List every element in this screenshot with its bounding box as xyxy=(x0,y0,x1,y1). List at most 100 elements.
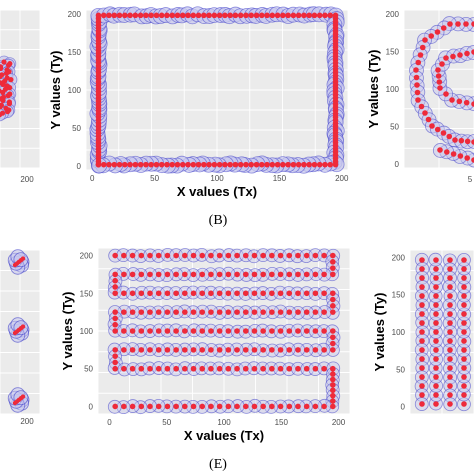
data-point xyxy=(182,365,188,372)
data-point xyxy=(321,309,327,315)
data-point xyxy=(269,328,275,334)
x-tick-label: 100 xyxy=(210,174,224,183)
data-point xyxy=(330,340,336,347)
data-point xyxy=(20,256,26,261)
data-point xyxy=(242,309,249,315)
data-point xyxy=(199,347,206,353)
panel-d: 200 xyxy=(0,249,41,426)
data-point xyxy=(242,328,249,334)
data-point xyxy=(433,257,439,263)
data-point xyxy=(182,252,188,259)
data-point xyxy=(330,334,336,341)
y-axis-title: Y values (Ty) xyxy=(60,292,75,371)
data-point xyxy=(138,403,145,410)
data-point xyxy=(164,161,170,168)
data-point xyxy=(164,365,171,372)
x-tick-label: 200 xyxy=(332,418,346,427)
data-point xyxy=(129,403,136,410)
data-point xyxy=(447,329,453,335)
data-point xyxy=(419,338,425,344)
data-point xyxy=(444,149,450,155)
data-point xyxy=(199,252,206,259)
x-tick-label: 100 xyxy=(217,418,231,427)
data-point xyxy=(112,347,118,353)
data-point xyxy=(237,12,244,19)
data-point xyxy=(158,161,165,168)
data-point xyxy=(330,290,336,297)
data-point xyxy=(208,365,214,372)
point-layer xyxy=(437,147,474,163)
data-point xyxy=(277,290,284,297)
data-point xyxy=(457,52,463,58)
data-point xyxy=(195,161,202,168)
data-point xyxy=(414,82,420,88)
y-tick-label: 0 xyxy=(401,403,406,412)
data-point xyxy=(112,252,118,259)
data-point xyxy=(143,12,149,19)
panel-b: 0 50 100 150 200 0 50 100 150 200 X values (Tx) Y v… xyxy=(48,6,349,199)
data-point xyxy=(253,161,260,168)
data-point xyxy=(457,153,464,159)
data-point xyxy=(234,290,240,297)
data-point xyxy=(179,12,186,19)
data-point xyxy=(206,161,212,168)
y-tick-label: 200 xyxy=(80,252,94,261)
data-point xyxy=(129,290,136,297)
data-point xyxy=(251,403,258,410)
data-point xyxy=(419,293,425,299)
data-point xyxy=(173,252,179,259)
data-point xyxy=(303,365,310,372)
data-point xyxy=(164,328,171,334)
data-point xyxy=(461,338,467,344)
data-point xyxy=(164,290,171,297)
x-tick-label: 200 xyxy=(20,175,34,184)
data-point xyxy=(153,12,160,19)
data-point xyxy=(121,309,127,315)
data-point xyxy=(264,161,270,168)
data-point xyxy=(222,12,228,19)
data-point xyxy=(277,252,284,259)
panel-e: 0 50 100 150 200 0 50 100 150 200 X values (Tx) Y v… xyxy=(60,247,351,443)
data-point xyxy=(199,328,206,334)
data-point xyxy=(112,315,118,322)
data-point xyxy=(330,328,336,334)
data-point xyxy=(190,309,197,315)
data-point xyxy=(303,328,310,334)
data-point xyxy=(253,12,260,19)
data-point xyxy=(330,387,336,394)
data-point xyxy=(127,12,133,19)
data-point xyxy=(312,403,319,410)
data-point xyxy=(471,49,474,55)
data-point xyxy=(251,347,258,353)
data-point xyxy=(7,85,13,91)
data-point xyxy=(121,365,127,372)
data-point xyxy=(112,403,118,410)
data-point xyxy=(248,12,255,19)
data-point xyxy=(419,44,426,51)
data-point xyxy=(199,365,206,372)
data-point xyxy=(127,161,133,168)
data-point xyxy=(242,252,249,259)
data-point xyxy=(471,101,474,107)
data-point xyxy=(295,12,302,19)
data-point xyxy=(190,161,197,168)
data-point xyxy=(243,161,249,168)
data-point xyxy=(190,271,197,278)
y-axis-title: Y values (Ty) xyxy=(366,50,381,129)
data-point xyxy=(446,133,453,140)
data-point xyxy=(447,293,453,299)
data-point xyxy=(129,252,136,259)
y-tick-label: 200 xyxy=(68,10,82,19)
data-point xyxy=(303,347,310,353)
data-point xyxy=(330,303,336,309)
data-point xyxy=(330,271,336,278)
data-point xyxy=(286,271,293,278)
data-point xyxy=(415,97,421,103)
data-point xyxy=(225,252,232,259)
data-point xyxy=(138,252,145,259)
data-point xyxy=(312,347,319,353)
data-point xyxy=(447,365,453,371)
data-point xyxy=(269,161,276,168)
data-point xyxy=(443,55,449,61)
data-point xyxy=(112,284,118,290)
